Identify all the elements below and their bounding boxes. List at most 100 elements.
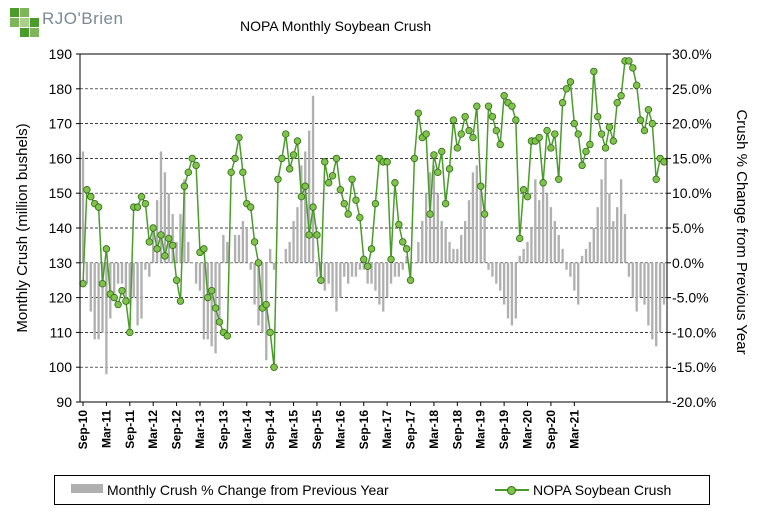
x-tick-label: Mar-16	[333, 410, 347, 449]
crush-point	[87, 192, 95, 201]
bar	[249, 262, 252, 270]
crush-point	[457, 130, 465, 138]
y2-tick-label: -20.0%	[672, 394, 716, 410]
bar	[619, 179, 623, 263]
y-tick-label: 120	[49, 290, 73, 306]
bar	[163, 172, 167, 263]
crush-point	[391, 179, 399, 187]
bar	[475, 165, 479, 263]
x-tick-label: Sep-15	[310, 410, 324, 450]
crush-point	[558, 99, 567, 107]
y2-tick-label: 20.0%	[672, 116, 712, 132]
bar	[495, 262, 498, 284]
crush-line	[82, 60, 665, 368]
bar	[526, 241, 529, 263]
y-tick-label: 190	[49, 46, 73, 62]
crush-point	[83, 186, 91, 194]
crush-point	[297, 192, 306, 201]
y-tick-label: 110	[50, 324, 73, 340]
bar	[245, 228, 248, 263]
crush-point	[414, 109, 423, 117]
crush-point	[496, 140, 504, 149]
crush-point	[445, 165, 454, 173]
x-tick-label: Sep-19	[497, 410, 511, 450]
bar	[662, 262, 666, 305]
crush-point	[352, 196, 360, 204]
bar	[518, 255, 521, 263]
bar	[448, 241, 451, 263]
x-tick-label: Mar-15	[287, 410, 301, 449]
crush-point	[204, 293, 212, 302]
crush-point	[184, 168, 192, 177]
crush-point	[629, 64, 637, 72]
crush-point	[492, 126, 501, 135]
bar	[405, 255, 408, 263]
bar	[557, 234, 560, 263]
crush-point	[172, 276, 181, 284]
crush-point	[118, 286, 126, 295]
y2-tick-label: -5.0%	[672, 290, 709, 306]
crush-point	[215, 318, 224, 326]
crush-point	[110, 293, 118, 302]
bar	[538, 200, 541, 263]
bar	[397, 262, 401, 277]
bar	[323, 262, 326, 291]
bar	[506, 262, 510, 319]
crush-point	[406, 276, 415, 284]
line-series	[79, 57, 668, 371]
bar	[452, 248, 455, 263]
bar	[616, 207, 619, 263]
bar	[350, 262, 354, 277]
crush-point	[586, 140, 594, 149]
crush-point	[469, 133, 477, 142]
crush-point	[570, 119, 579, 128]
bar	[346, 262, 350, 284]
bar	[230, 262, 233, 264]
bar	[198, 262, 202, 291]
x-tick-label: Mar-14	[240, 410, 254, 449]
crush-point	[566, 78, 575, 86]
crush-point	[192, 161, 200, 170]
crush-point	[293, 137, 302, 145]
crush-point	[122, 297, 130, 305]
bar	[600, 179, 603, 263]
x-tick-label: Mar-21	[567, 410, 581, 449]
crush-point	[434, 168, 442, 177]
crush-point	[441, 199, 450, 208]
bar	[401, 262, 404, 270]
bar	[183, 179, 186, 263]
bar	[105, 262, 108, 375]
bar	[483, 207, 486, 263]
crush-point	[605, 123, 614, 131]
y2-tick-label: -15.0%	[672, 359, 716, 375]
crush-point	[535, 133, 543, 142]
bar	[226, 241, 229, 263]
bar	[296, 207, 299, 263]
chart-title: NOPA Monthly Soybean Crush	[240, 18, 432, 34]
crush-point	[301, 182, 309, 190]
bar	[89, 262, 92, 312]
crush-point	[176, 297, 185, 305]
bar	[444, 228, 447, 263]
crush-point	[422, 130, 430, 138]
crush-point	[207, 286, 216, 295]
bar	[647, 262, 650, 326]
bar	[592, 228, 595, 263]
legend-line-label: NOPA Soybean Crush	[533, 482, 672, 498]
bar	[132, 262, 135, 298]
crush-point	[508, 102, 516, 110]
crush-point	[94, 203, 103, 211]
crush-point	[344, 210, 352, 218]
x-tick-label: Sep-17	[404, 410, 418, 450]
crush-point	[449, 116, 458, 124]
bar	[393, 262, 397, 277]
bar	[596, 207, 599, 263]
crush-point	[262, 300, 270, 309]
bar	[487, 262, 490, 270]
crush-point	[399, 238, 407, 246]
crush-point	[223, 332, 231, 340]
bar	[421, 221, 424, 263]
bar	[272, 262, 276, 270]
crush-point	[235, 133, 243, 142]
bar	[81, 151, 85, 263]
